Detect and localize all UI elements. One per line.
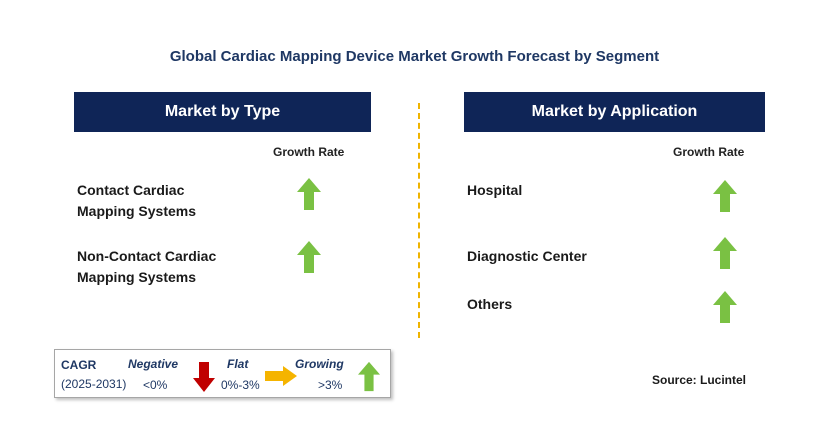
legend-negative-label: Negative [128, 357, 179, 371]
type-row-contact-line2: Mapping Systems [77, 203, 197, 219]
legend-flat-value: 0%-3% [221, 378, 260, 392]
type-row-contact: Contact Cardiac Mapping Systems [77, 180, 196, 222]
up-arrow-icon [713, 180, 737, 212]
up-arrow-icon [358, 361, 380, 392]
panel-divider [418, 103, 420, 338]
legend-growing-value: >3% [318, 378, 343, 392]
application-row-diagnostic-center: Diagnostic Center [467, 248, 587, 264]
up-arrow-icon [297, 178, 321, 210]
legend-cagr-label: CAGR [61, 358, 97, 372]
source-label: Source: Lucintel [652, 373, 747, 387]
market-by-application-header: Market by Application [464, 92, 765, 132]
up-arrow-icon [297, 241, 321, 273]
up-arrow-icon [713, 237, 737, 269]
market-by-type-header: Market by Type [74, 92, 371, 132]
left-growth-rate-label: Growth Rate [273, 145, 345, 159]
type-row-non-contact: Non-Contact Cardiac Mapping Systems [77, 246, 216, 288]
legend-flat-label: Flat [227, 357, 249, 371]
legend-growing-label: Growing [295, 357, 344, 371]
application-row-others: Others [467, 296, 513, 312]
down-arrow-icon [193, 362, 215, 392]
up-arrow-icon [713, 291, 737, 323]
right-growth-rate-label: Growth Rate [673, 145, 745, 159]
application-row-hospital: Hospital [467, 182, 523, 198]
cagr-legend: CAGR (2025-2031) Negative <0% Flat 0%-3%… [54, 349, 391, 398]
legend-negative-value: <0% [143, 378, 168, 392]
right-arrow-icon [265, 366, 297, 386]
type-row-non-contact-line1: Non-Contact Cardiac [77, 248, 217, 264]
chart-title: Global Cardiac Mapping Device Market Gro… [169, 48, 660, 65]
type-row-contact-line1: Contact Cardiac [77, 182, 185, 198]
type-row-non-contact-line2: Mapping Systems [77, 269, 197, 285]
legend-period-label: (2025-2031) [61, 377, 127, 391]
